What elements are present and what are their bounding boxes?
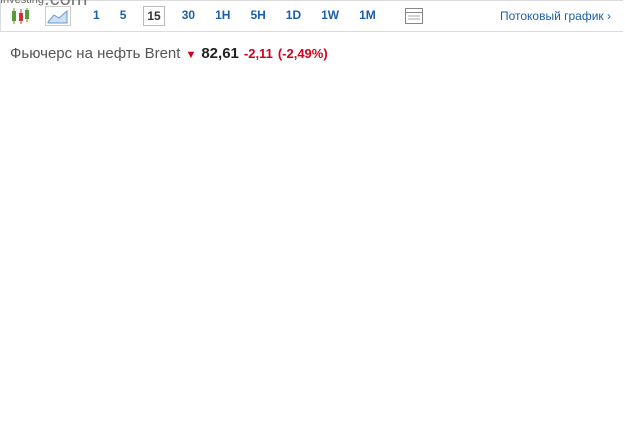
header: Фьючерс на нефть Brent ▼ 82,61 -2,11 (-2… — [10, 45, 328, 62]
down-arrow: ▼ — [185, 49, 197, 61]
interval-button[interactable]: 5H — [250, 8, 266, 22]
interval-button[interactable]: 1 — [93, 8, 100, 22]
table-icon[interactable] — [404, 6, 424, 26]
interval-group: 1 5 15 30 1H 5H 1D 1W 1M — [83, 6, 386, 26]
toolbar: 1 5 15 30 1H 5H 1D 1W 1M Потоковый график › — [0, 0, 623, 32]
price: 82,61 — [201, 45, 239, 62]
candle-icon[interactable] — [9, 6, 31, 26]
stream-label: Потоковый график — [499, 9, 604, 23]
interval-button[interactable]: 1D — [285, 8, 302, 22]
interval-button[interactable]: 5 — [119, 8, 127, 22]
watermark: Investing.com — [0, 0, 87, 10]
interval-button[interactable]: 1W — [321, 8, 340, 22]
change: -2,11 — [243, 46, 273, 61]
interval-button[interactable]: 1M — [359, 8, 376, 22]
watermark-suffix: .com — [44, 0, 87, 10]
watermark-brand: Investing — [0, 0, 44, 6]
interval-button[interactable]: 15 — [143, 6, 165, 26]
stream-link[interactable]: Потоковый график › — [499, 9, 611, 23]
instrument-title: Фьючерс на нефть Brent — [10, 45, 181, 62]
area-icon[interactable] — [45, 6, 71, 26]
interval-button[interactable]: 30 — [181, 8, 196, 22]
change-pct: (-2,49%) — [277, 46, 328, 61]
interval-button[interactable]: 1H — [215, 8, 231, 22]
